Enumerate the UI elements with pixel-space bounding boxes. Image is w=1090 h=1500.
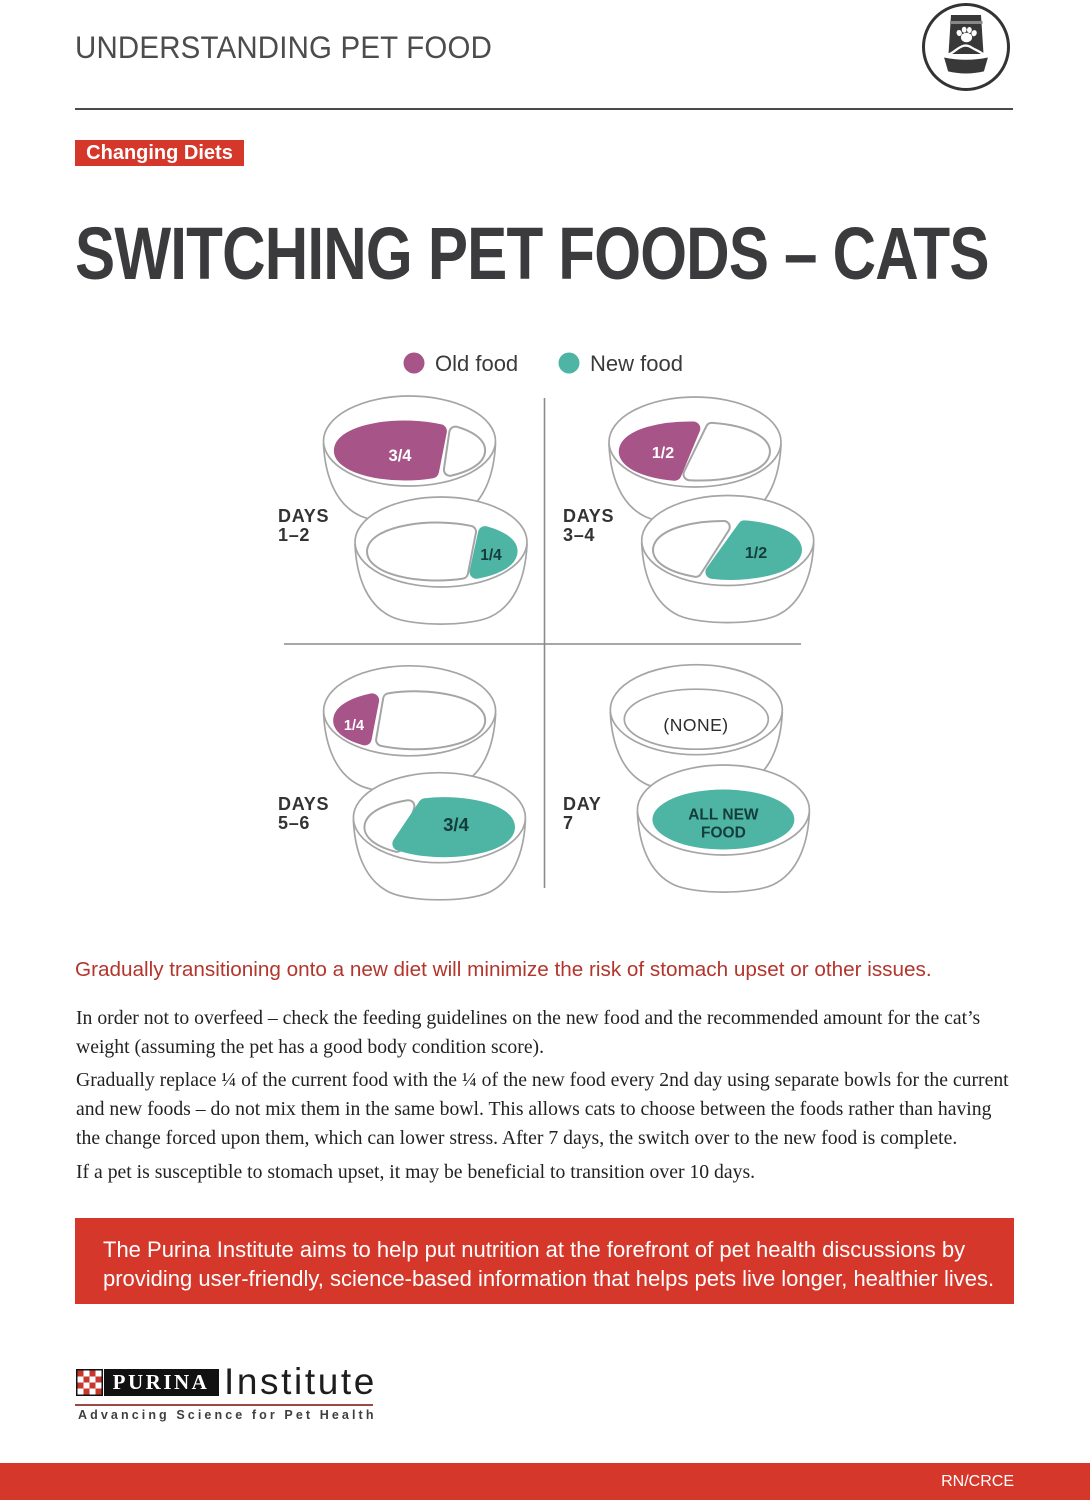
svg-text:DAYS: DAYS [278, 794, 329, 814]
svg-text:(NONE): (NONE) [663, 715, 728, 735]
svg-text:FOOD: FOOD [701, 825, 746, 842]
svg-text:New food: New food [590, 351, 683, 376]
svg-text:1–2: 1–2 [278, 525, 310, 545]
svg-text:5–6: 5–6 [278, 813, 310, 833]
svg-text:DAYS: DAYS [563, 506, 614, 526]
svg-text:7: 7 [563, 813, 574, 833]
svg-text:1/2: 1/2 [652, 445, 674, 462]
svg-text:ALL NEW: ALL NEW [688, 807, 759, 824]
svg-text:DAYS: DAYS [278, 506, 329, 526]
svg-text:Old food: Old food [435, 351, 518, 376]
svg-text:1/2: 1/2 [745, 545, 767, 562]
svg-text:1/4: 1/4 [344, 718, 364, 734]
svg-text:3/4: 3/4 [389, 447, 413, 465]
svg-text:DAY: DAY [563, 794, 601, 814]
svg-text:3–4: 3–4 [563, 525, 595, 545]
svg-text:1/4: 1/4 [480, 547, 502, 564]
svg-text:3/4: 3/4 [443, 814, 469, 835]
